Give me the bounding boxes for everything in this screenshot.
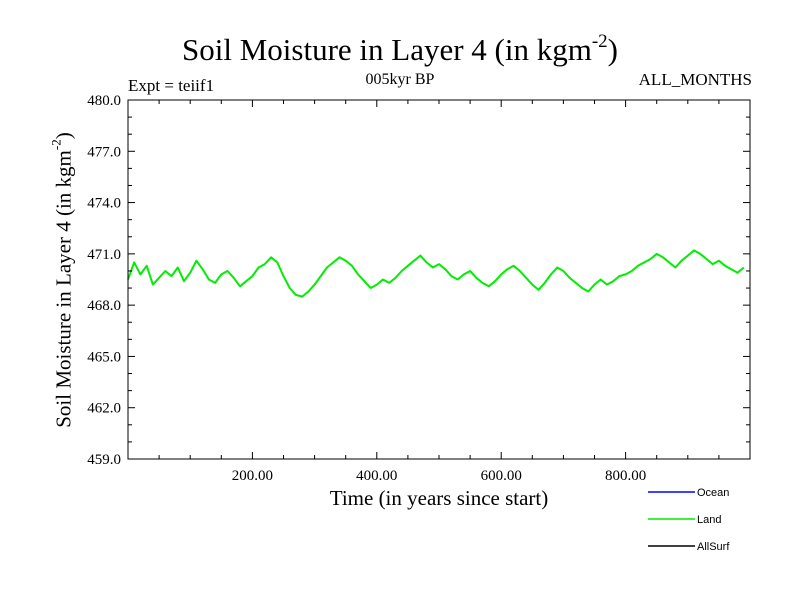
plot-frame bbox=[127, 99, 751, 460]
y-tick-label: 471.0 bbox=[87, 247, 121, 263]
y-tick-label: 465.0 bbox=[87, 349, 121, 365]
period-label: 005kyr BP bbox=[365, 71, 435, 88]
x-tick-label: 600.00 bbox=[481, 468, 522, 484]
y-tick-label: 459.0 bbox=[87, 452, 121, 468]
axis-layer: 200.00 400.00 600.00 800.00 459.0 462.0 465.0 4… bbox=[87, 93, 750, 484]
experiment-label: Expt = teiif1 bbox=[128, 76, 215, 95]
season-label: ALL_MONTHS bbox=[638, 70, 752, 89]
y-tick-label: 468.0 bbox=[87, 298, 121, 314]
y-tick-label: 480.0 bbox=[87, 93, 121, 109]
y-tick-label: 477.0 bbox=[87, 144, 121, 160]
chart-title: Soil Moisture in Layer 4 (in kgm-2) bbox=[182, 30, 618, 67]
x-tick-label: 200.00 bbox=[232, 468, 273, 484]
y-tick-label: 474.0 bbox=[87, 196, 121, 212]
legend-label-allsurf: AllSurf bbox=[697, 541, 730, 553]
y-tick-label: 462.0 bbox=[87, 401, 121, 417]
x-axis-label: Time (in years since start) bbox=[329, 486, 549, 510]
series-line-land bbox=[127, 249, 745, 298]
x-tick-label: 400.00 bbox=[356, 468, 397, 484]
legend-label-land: Land bbox=[697, 514, 721, 526]
legend-label-ocean: Ocean bbox=[697, 487, 729, 499]
series-layer bbox=[127, 249, 745, 298]
legend: Ocean Land AllSurf bbox=[648, 487, 730, 553]
x-tick-label: 800.00 bbox=[605, 468, 646, 484]
